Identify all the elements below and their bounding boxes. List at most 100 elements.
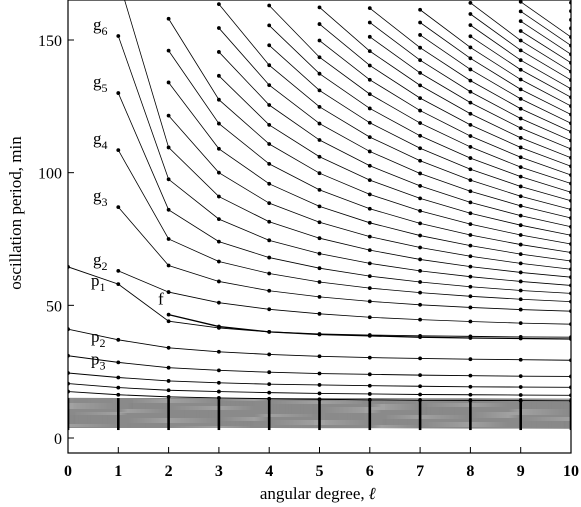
p-mode-label-1: p1 xyxy=(91,271,106,294)
g-mode-3-point xyxy=(217,239,221,244)
mode-lines xyxy=(68,0,571,402)
g-mode-11-point xyxy=(468,200,473,205)
g-mode-27-point xyxy=(468,23,473,28)
g-mode-2-point xyxy=(217,259,221,264)
g-mode-16-point xyxy=(317,55,322,60)
p-mode-2-point xyxy=(468,373,473,378)
g-mode-0-point xyxy=(166,290,171,294)
g-mode-15-point xyxy=(468,156,473,160)
f-mode-point xyxy=(367,333,372,338)
x-tick-label: 3 xyxy=(215,463,223,480)
p-mode-5-point xyxy=(166,394,171,399)
g-mode-1-line xyxy=(117,206,571,312)
g-mode-17-line xyxy=(319,40,571,176)
g-mode-5-point xyxy=(166,145,171,150)
g-mode-32-line xyxy=(520,11,571,46)
g-mode-31-line xyxy=(520,20,571,55)
g-mode-label-5: g5 xyxy=(93,72,108,95)
g-mode-33-point xyxy=(518,0,523,4)
g-mode-4-point xyxy=(418,268,422,273)
g-mode-15-point xyxy=(367,106,372,111)
p-mode-label-3: p3 xyxy=(91,349,106,372)
p-mode-2-point xyxy=(217,368,221,373)
x-tick-label: 2 xyxy=(165,463,173,480)
p-mode-2-point xyxy=(116,360,121,365)
p-mode-2-point xyxy=(367,372,372,377)
dense-p-mode-band xyxy=(68,397,571,431)
g-mode-16-point xyxy=(418,121,422,125)
g-mode-0-point xyxy=(418,317,422,322)
g-mode-7-point xyxy=(217,146,221,151)
g-mode-7-point xyxy=(166,80,171,85)
f-mode-label: f xyxy=(158,290,164,309)
g-mode-10-point xyxy=(418,196,422,201)
p-mode-1-point xyxy=(518,357,523,362)
g-mode-9-point xyxy=(418,208,422,213)
g-mode-9-point xyxy=(367,192,372,197)
p-mode-1-point xyxy=(367,355,372,360)
g-mode-25-point xyxy=(418,7,422,12)
g-mode-11-point xyxy=(267,103,272,107)
p-mode-1-point xyxy=(418,356,422,361)
g-mode-12-point xyxy=(418,171,422,176)
f-mode-point xyxy=(217,324,221,329)
g-mode-17-point xyxy=(317,38,322,43)
g-mode-9-point xyxy=(267,142,272,146)
f-mode-point xyxy=(468,336,473,340)
g-mode-31-point xyxy=(518,19,523,24)
g-mode-21-point xyxy=(518,116,523,121)
g-mode-24-point xyxy=(418,20,422,25)
y-tick-label: 150 xyxy=(38,33,62,50)
g-mode-22-point xyxy=(367,6,372,11)
g-mode-13-line xyxy=(218,3,571,210)
g-mode-17-point xyxy=(468,134,473,138)
g-mode-5-point xyxy=(518,270,523,275)
g-mode-18-point xyxy=(367,63,372,68)
f-mode-point xyxy=(518,336,523,341)
g-mode-4-point xyxy=(468,274,473,279)
g-mode-10-point xyxy=(317,154,322,159)
g-mode-8-point xyxy=(166,48,171,53)
g-mode-8-point xyxy=(317,188,322,192)
g-mode-0-point xyxy=(267,307,272,312)
g-mode-1-point xyxy=(317,294,322,299)
f-mode-point xyxy=(166,312,171,317)
g-mode-18-point xyxy=(468,123,473,127)
g-mode-24-line xyxy=(419,22,571,115)
g-mode-11-point xyxy=(367,163,372,168)
g-mode-1-point xyxy=(518,307,523,312)
p-mode-2-point xyxy=(267,370,272,375)
p-mode-4-point xyxy=(418,392,422,397)
g-mode-6-point xyxy=(468,254,473,259)
g-mode-30-point xyxy=(518,29,523,33)
x-tick-label: 5 xyxy=(316,463,324,480)
g-mode-6-point xyxy=(217,170,221,175)
g-mode-16-point xyxy=(468,145,473,149)
g-mode-7-point xyxy=(518,252,523,257)
g-mode-6-point xyxy=(317,220,322,225)
g-mode-21-point xyxy=(468,89,473,94)
g-mode-14-point xyxy=(418,146,422,151)
p-mode-1-point xyxy=(317,354,322,359)
g-mode-1-point xyxy=(267,288,272,293)
g-mode-6-point xyxy=(418,245,422,250)
g-mode-label-3: g3 xyxy=(93,186,108,209)
g-mode-8-point xyxy=(367,206,372,211)
g-mode-2-point xyxy=(166,237,171,241)
g-mode-7-point xyxy=(418,233,422,238)
g-mode-10-point xyxy=(367,178,372,183)
g-mode-6-point xyxy=(267,201,272,206)
g-mode-13-point xyxy=(418,158,422,163)
g-mode-4-point xyxy=(217,217,221,222)
g-mode-label-6: g6 xyxy=(93,15,108,38)
g-mode-11-point xyxy=(317,138,322,142)
g-mode-14-point xyxy=(267,43,272,48)
g-mode-14-point xyxy=(317,88,322,93)
p-mode-2-point xyxy=(166,365,171,370)
g-mode-13-point xyxy=(518,194,523,199)
p-mode-4-point xyxy=(217,389,221,394)
p-mode-4-point xyxy=(367,392,372,396)
g-mode-5-point xyxy=(468,264,473,269)
g-mode-15-point xyxy=(518,174,523,179)
